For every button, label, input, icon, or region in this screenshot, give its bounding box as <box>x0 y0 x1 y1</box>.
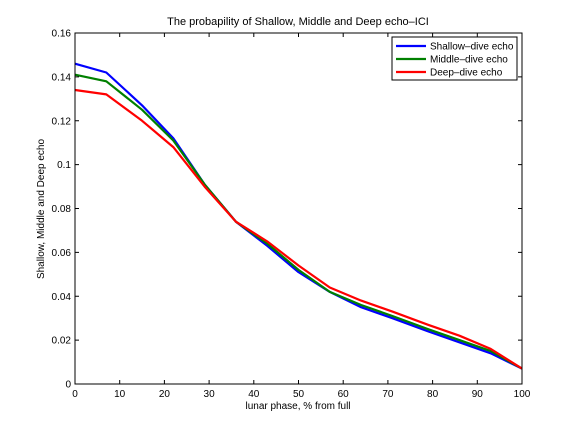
ticks-layer: 0 10 20 30 40 50 60 70 80 90 100 0 0.02 0.04 0.06 0.08 0… <box>52 29 531 401</box>
x-tick-label: 60 <box>338 389 350 400</box>
legend: Shallow–dive echo Middle–dive echo Deep–di… <box>391 36 518 81</box>
y-tick-label: 0 <box>65 380 71 391</box>
y-tick-label: 0.06 <box>52 248 72 259</box>
x-tick-label: 30 <box>204 389 216 400</box>
x-tick-label: 40 <box>248 389 260 400</box>
y-axis-label: Shallow, Middle and Deep echo <box>36 139 47 280</box>
legend-label-0: Shallow–dive echo <box>430 42 514 53</box>
x-tick-label: 70 <box>382 389 394 400</box>
y-tick-label: 0.04 <box>52 292 72 303</box>
y-tick-label: 0.08 <box>52 204 72 215</box>
x-axis-label: lunar phase, % from full <box>245 401 350 412</box>
x-tick-label: 100 <box>514 389 531 400</box>
chart-title: The probapility of Shallow, Middle and D… <box>167 16 429 28</box>
series-layer <box>74 62 523 370</box>
series-line-0 <box>74 62 523 370</box>
x-tick-label: 90 <box>472 389 484 400</box>
y-tick-label: 0.14 <box>52 72 72 83</box>
series-line-2 <box>74 88 523 370</box>
y-tick-label: 0.02 <box>52 336 72 347</box>
x-tick-label: 10 <box>114 389 126 400</box>
x-tick-label: 20 <box>159 389 171 400</box>
legend-label-2: Deep–dive echo <box>430 68 503 79</box>
x-tick-label: 0 <box>72 389 78 400</box>
legend-label-1: Middle–dive echo <box>430 55 508 66</box>
x-tick-label: 80 <box>427 389 439 400</box>
y-tick-label: 0.12 <box>52 116 72 127</box>
x-tick-label: 50 <box>293 389 305 400</box>
series-line-1 <box>74 73 523 370</box>
y-tick-label: 0.1 <box>57 160 71 171</box>
y-tick-label: 0.16 <box>52 29 72 40</box>
